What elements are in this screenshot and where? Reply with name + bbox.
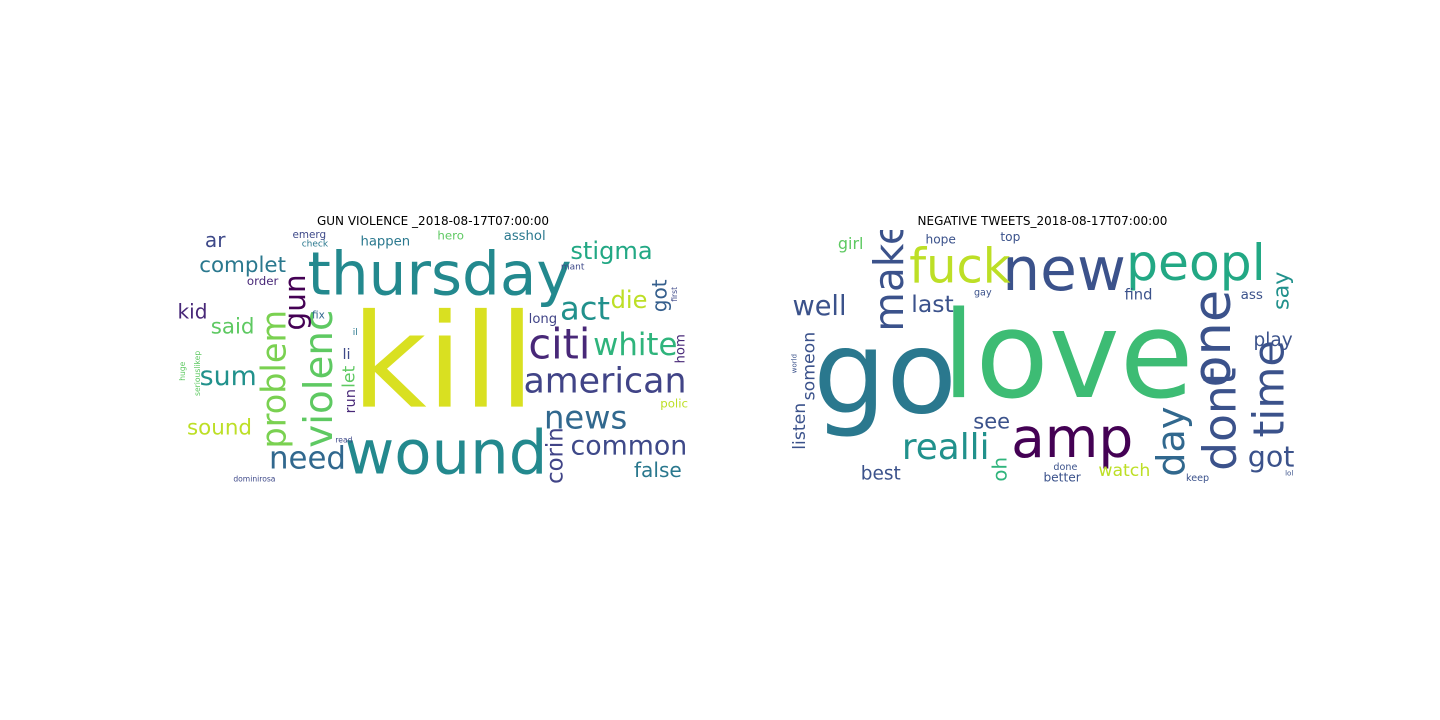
word-keep: keep xyxy=(1186,473,1209,483)
word-see: see xyxy=(973,410,1010,434)
wordcloud-panel-gun-violence: GUN VIOLENCE _2018-08-17T07:00:00 kill wo… xyxy=(178,213,688,483)
word-well: well xyxy=(792,291,846,322)
word-new: new xyxy=(1002,235,1126,305)
word-last: last xyxy=(911,290,953,318)
word-run: run xyxy=(342,389,359,414)
word-dont: dont xyxy=(1193,367,1246,470)
word-problem: problem xyxy=(255,310,294,449)
word-best: best xyxy=(861,464,901,483)
word-asshol: asshol xyxy=(504,230,546,244)
word-kid: kid xyxy=(178,299,207,323)
word-il: il xyxy=(353,328,358,338)
word-li: li xyxy=(342,346,350,363)
word-american: american xyxy=(523,362,686,402)
word-corin: corin xyxy=(543,427,569,483)
word-first: first xyxy=(670,287,679,302)
word-lol: lol xyxy=(1285,470,1293,478)
word-seriouslikep: seriouslikep xyxy=(193,351,202,396)
word-girl: girl xyxy=(838,234,864,253)
word-die: die xyxy=(611,286,648,314)
chart-title: GUN VIOLENCE _2018-08-17T07:00:00 xyxy=(316,214,550,228)
word-ar: ar xyxy=(205,230,226,252)
word-someon: someon xyxy=(800,332,820,401)
word-gun: gun xyxy=(278,274,312,330)
word-realli: realli xyxy=(902,427,990,468)
word-hero: hero xyxy=(437,230,464,243)
word-citi: citi xyxy=(528,321,590,369)
word-check: check xyxy=(302,239,329,249)
wordcloud-panel-negative-tweets: NEGATIVE TWEETS_2018-08-17T07:00:00 love… xyxy=(790,213,1295,483)
word-order: order xyxy=(247,274,279,288)
word-sound: sound xyxy=(187,416,252,441)
word-peopl: peopl xyxy=(1126,233,1266,292)
word-false: false xyxy=(634,458,682,482)
word-fix: fix xyxy=(312,309,325,321)
word-emerg: emerg xyxy=(293,230,327,241)
word-amp: amp xyxy=(1011,406,1133,470)
word-oh: oh xyxy=(989,457,1012,482)
word-hope: hope xyxy=(925,232,955,246)
word-got: got xyxy=(647,279,671,312)
word-wound: wound xyxy=(344,417,547,483)
word-stigma: stigma xyxy=(570,237,652,265)
word-love: love xyxy=(942,287,1194,426)
word-gay: gay xyxy=(974,287,992,298)
word-top: top xyxy=(1000,230,1020,244)
word-got: got xyxy=(1248,440,1295,473)
word-better: better xyxy=(1043,470,1081,483)
word-one: one xyxy=(1182,290,1243,388)
word-go: go xyxy=(813,307,957,441)
word-listen: listen xyxy=(790,403,810,450)
word-common: common xyxy=(571,431,688,462)
word-huge: huge xyxy=(178,361,187,380)
word-ass: ass xyxy=(1241,287,1263,303)
word-make: make xyxy=(865,230,913,332)
word-time: time xyxy=(1245,340,1295,437)
word-done: done xyxy=(1053,462,1077,473)
word-news: news xyxy=(544,398,627,436)
word-polic: polic xyxy=(660,397,688,411)
word-dominirosa: dominirosa xyxy=(233,475,275,483)
word-said: said xyxy=(211,314,255,339)
word-hom: hom xyxy=(674,334,688,363)
word-day: day xyxy=(1150,406,1194,476)
word-world: world xyxy=(791,354,799,373)
chart-title: NEGATIVE TWEETS_2018-08-17T07:00:00 xyxy=(917,214,1168,228)
word-watch: watch xyxy=(1098,461,1150,481)
word-let: let xyxy=(340,365,360,387)
word-sum: sum xyxy=(200,361,257,392)
word-long: long xyxy=(529,312,557,327)
word-find: find xyxy=(1125,287,1153,304)
word-need: need xyxy=(269,440,346,476)
word-say: say xyxy=(1269,272,1295,310)
word-happen: happen xyxy=(360,235,410,250)
word-thursday: thursday xyxy=(308,241,572,310)
word-play: play xyxy=(1254,330,1293,351)
word-complet: complet xyxy=(199,253,286,278)
word-white: white xyxy=(593,327,677,363)
word-read: read xyxy=(335,436,352,445)
word-act: act xyxy=(560,290,610,328)
word-violenc: violenc xyxy=(297,310,342,448)
word-kill: kill xyxy=(351,286,535,438)
word-mant: mant xyxy=(561,263,585,273)
word-fuck: fuck xyxy=(909,239,1011,294)
